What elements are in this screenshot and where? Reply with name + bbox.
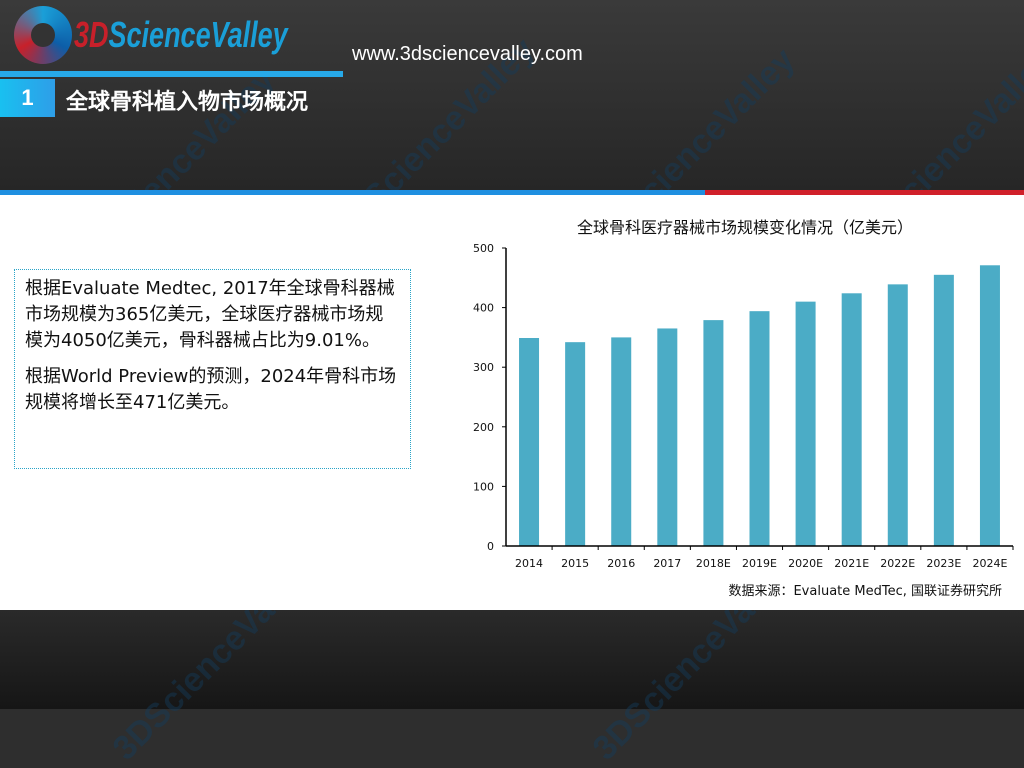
- header-background: [0, 0, 1024, 192]
- x-tick-label: 2024E: [972, 557, 1007, 570]
- bar: [657, 328, 678, 546]
- x-tick-label: 2016: [607, 557, 635, 570]
- x-tick-label: 2014: [515, 557, 543, 570]
- logo: 3DScienceValley: [14, 6, 359, 64]
- y-tick-label: 400: [473, 302, 494, 315]
- section-number: 1: [0, 79, 55, 117]
- x-tick-label: 2017: [653, 557, 681, 570]
- bar: [795, 301, 816, 546]
- y-tick-label: 500: [473, 242, 494, 255]
- paragraph: 根据World Preview的预测，2024年骨科市场规模将增长至471亿美元…: [25, 366, 397, 413]
- x-tick-label: 2015: [561, 557, 589, 570]
- bar-chart: 0 100 200 300 400 500 2014 2015 2016 2017 2018E 201…: [473, 242, 1014, 570]
- divider-red: [705, 190, 1024, 195]
- text-box: 根据Evaluate Medtec, 2017年全球骨科器械市场规模为365亿美…: [14, 269, 411, 469]
- y-tick-label: 200: [473, 421, 494, 434]
- footer-background: [0, 610, 1024, 709]
- bar: [611, 337, 632, 546]
- x-tick-label: 2019E: [742, 557, 777, 570]
- bar: [519, 337, 540, 546]
- logo-icon: [14, 6, 72, 64]
- chart-source: 数据来源：Evaluate MedTec, 国联证券研究所: [728, 584, 1002, 599]
- x-tick-label: 2022E: [880, 557, 915, 570]
- bar: [887, 284, 908, 546]
- chart-title: 全球骨科医疗器械市场规模变化情况（亿美元）: [576, 218, 913, 237]
- x-tick-label: 2018E: [696, 557, 731, 570]
- bar: [841, 293, 862, 546]
- bar: [565, 342, 586, 546]
- paragraph: 根据Evaluate Medtec, 2017年全球骨科器械市场规模为365亿美…: [25, 278, 395, 351]
- y-tick-label: 300: [473, 361, 494, 374]
- x-tick-label: 2023E: [926, 557, 961, 570]
- section-title: 全球骨科植入物市场概况: [66, 90, 309, 115]
- bar: [933, 274, 954, 546]
- y-tick-label: 100: [473, 480, 494, 493]
- divider-blue: [0, 190, 705, 195]
- y-tick-label: 0: [487, 540, 494, 553]
- bar: [979, 265, 1000, 546]
- divider: [0, 71, 343, 77]
- bar: [749, 311, 770, 546]
- website-url: www.3dsciencevalley.com: [352, 43, 583, 65]
- bar: [703, 320, 724, 546]
- x-tick-label: 2021E: [834, 557, 869, 570]
- x-tick-label: 2020E: [788, 557, 823, 570]
